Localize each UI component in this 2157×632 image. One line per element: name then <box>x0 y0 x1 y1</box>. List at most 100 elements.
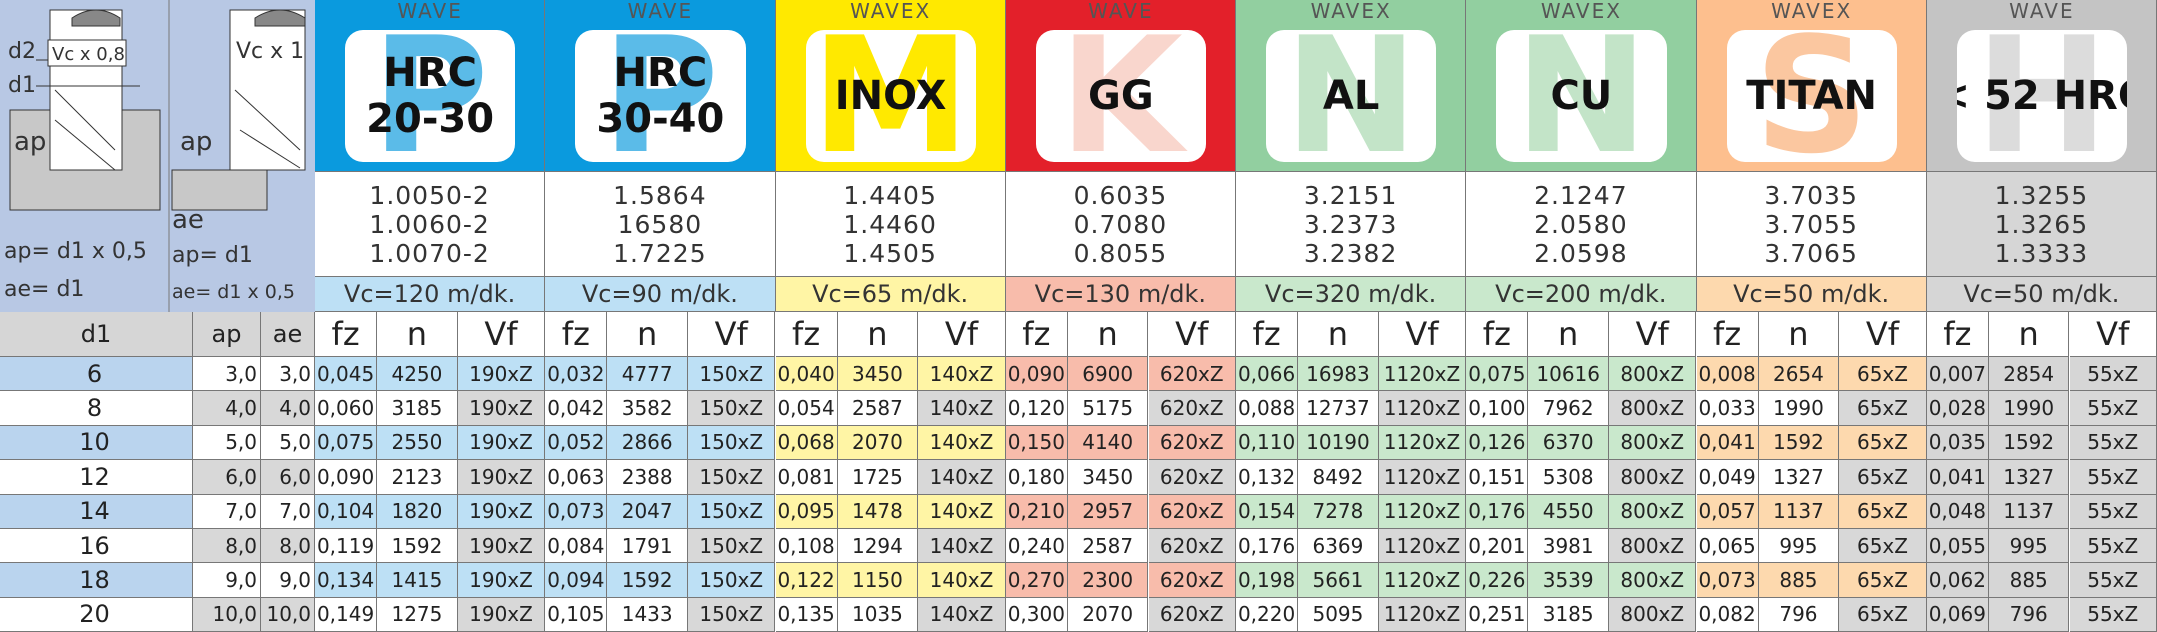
standard: 1.4405 <box>843 180 937 210</box>
material-label: INOX <box>806 30 976 162</box>
column-header: Vf <box>2069 312 2157 357</box>
iso-letter: N <box>1514 30 1649 162</box>
data-cell: 150xZ <box>688 563 776 598</box>
material-header: WAVE P HRC 20-30 <box>315 0 546 172</box>
data-cell: 0,040 <box>775 357 838 392</box>
data-cell: 150xZ <box>688 494 776 529</box>
data-cell: 1120xZ <box>1378 391 1467 426</box>
brand: WAVEX <box>1540 0 1622 22</box>
data-cell: 7278 <box>1298 494 1379 529</box>
row-key: 6,0 <box>261 460 315 495</box>
row-key: 6,0 <box>193 460 261 495</box>
data-cell: 1120xZ <box>1378 563 1467 598</box>
label-line: CU <box>1550 73 1613 119</box>
data-cell: 0,226 <box>1466 563 1529 598</box>
formula: ae= d1 x 0,5 <box>172 281 295 303</box>
data-cell: 140xZ <box>918 597 1006 632</box>
brand: WAVEX <box>850 0 932 22</box>
column-header: fz <box>1005 312 1068 357</box>
data-cell: 0,063 <box>545 460 608 495</box>
column-header: Vf <box>1148 312 1236 357</box>
standard: 0.6035 <box>1073 180 1168 210</box>
material-badge: P HRC 30-40 <box>575 30 746 162</box>
column-header: Vf <box>1839 312 1927 357</box>
cutting-speed: Vc=65 m/dk. <box>775 277 1006 312</box>
data-cell: 140xZ <box>918 528 1006 564</box>
data-cell: 5175 <box>1067 391 1149 426</box>
data-cell: 2070 <box>1067 597 1149 632</box>
data-cell: 6370 <box>1528 425 1609 461</box>
data-cell: 2587 <box>837 391 919 426</box>
material-header: WAVEX M INOX <box>775 0 1006 172</box>
data-cell: 800xZ <box>1609 425 1697 461</box>
data-cell: 1294 <box>837 528 919 564</box>
data-cell: 800xZ <box>1609 494 1697 529</box>
row-key: 3,0 <box>193 357 261 392</box>
data-cell: 0,028 <box>1926 391 1989 426</box>
material-label: CU <box>1496 30 1666 162</box>
label: Vc x 1 <box>236 39 304 64</box>
standard: 1.0050-2 <box>369 180 490 210</box>
data-cell: 0,154 <box>1236 494 1299 529</box>
data-cell: 0,108 <box>775 528 838 564</box>
brand: WAVEX <box>1310 0 1392 22</box>
standards: 2.1247 2.0580 2.0598 <box>1466 172 1697 277</box>
left-header: ae <box>261 312 315 357</box>
material-label: HRC 30-40 <box>575 30 745 162</box>
column-header: n <box>377 312 458 357</box>
data-cell: 4550 <box>1528 494 1609 529</box>
data-cell: 0,300 <box>1005 597 1068 632</box>
data-cell: 150xZ <box>688 460 776 495</box>
data-cell: 0,132 <box>1236 460 1299 495</box>
data-cell: 0,151 <box>1466 460 1529 495</box>
data-cell: 1592 <box>1988 425 2070 461</box>
column-header: n <box>1067 312 1149 357</box>
left-header: d1 <box>0 312 193 357</box>
row-key: 16 <box>0 528 193 564</box>
data-cell: 1592 <box>377 528 458 564</box>
data-cell: 2388 <box>607 460 688 495</box>
data-cell: 1791 <box>607 528 688 564</box>
data-cell: 1725 <box>837 460 919 495</box>
data-cell: 0,082 <box>1696 597 1759 632</box>
data-cell: 0,176 <box>1466 494 1529 529</box>
data-cell: 0,042 <box>545 391 608 426</box>
data-cell: 150xZ <box>688 425 776 461</box>
material-badge: S TITAN <box>1726 30 1897 162</box>
column-header: n <box>1298 312 1379 357</box>
data-cell: 190xZ <box>457 460 546 495</box>
data-cell: 0,095 <box>775 494 838 529</box>
data-cell: 1137 <box>1758 494 1840 529</box>
tool-diagrams: d2 Vc x 0,8 d1 ap ap= d1 x 0,5 ae= d1 Vc… <box>0 0 315 312</box>
column-header: n <box>607 312 688 357</box>
data-cell: 140xZ <box>918 563 1006 598</box>
data-cell: 0,041 <box>1696 425 1759 461</box>
material-header: WAVEX N AL <box>1236 0 1467 172</box>
label-line: HRC <box>613 50 708 96</box>
row-key: 18 <box>0 563 193 598</box>
data-cell: 140xZ <box>918 460 1006 495</box>
label-line: GG <box>1088 73 1154 119</box>
data-cell: 0,090 <box>1005 357 1068 392</box>
data-cell: 1150 <box>837 563 919 598</box>
material-label: < 52 HRC <box>1957 30 2127 162</box>
data-cell: 0,007 <box>1926 357 1989 392</box>
data-cell: 190xZ <box>457 563 546 598</box>
data-cell: 16983 <box>1298 357 1379 392</box>
data-cell: 620xZ <box>1148 357 1236 392</box>
column-header: fz <box>1696 312 1759 357</box>
data-cell: 0,088 <box>1236 391 1299 426</box>
data-cell: 190xZ <box>457 357 546 392</box>
data-cell: 6900 <box>1067 357 1149 392</box>
column-header: fz <box>315 312 378 357</box>
standard: 16580 <box>617 209 703 239</box>
data-cell: 2957 <box>1067 494 1149 529</box>
row-key: 10,0 <box>261 597 315 632</box>
cutting-speed: Vc=50 m/dk. <box>1696 277 1927 312</box>
data-cell: 2300 <box>1067 563 1149 598</box>
material-header: WAVE H< 52 HRC <box>1926 0 2157 172</box>
label-line: INOX <box>834 73 947 119</box>
cutting-speed: Vc=120 m/dk. <box>315 277 546 312</box>
data-cell: 0,073 <box>545 494 608 529</box>
data-cell: 150xZ <box>688 357 776 392</box>
